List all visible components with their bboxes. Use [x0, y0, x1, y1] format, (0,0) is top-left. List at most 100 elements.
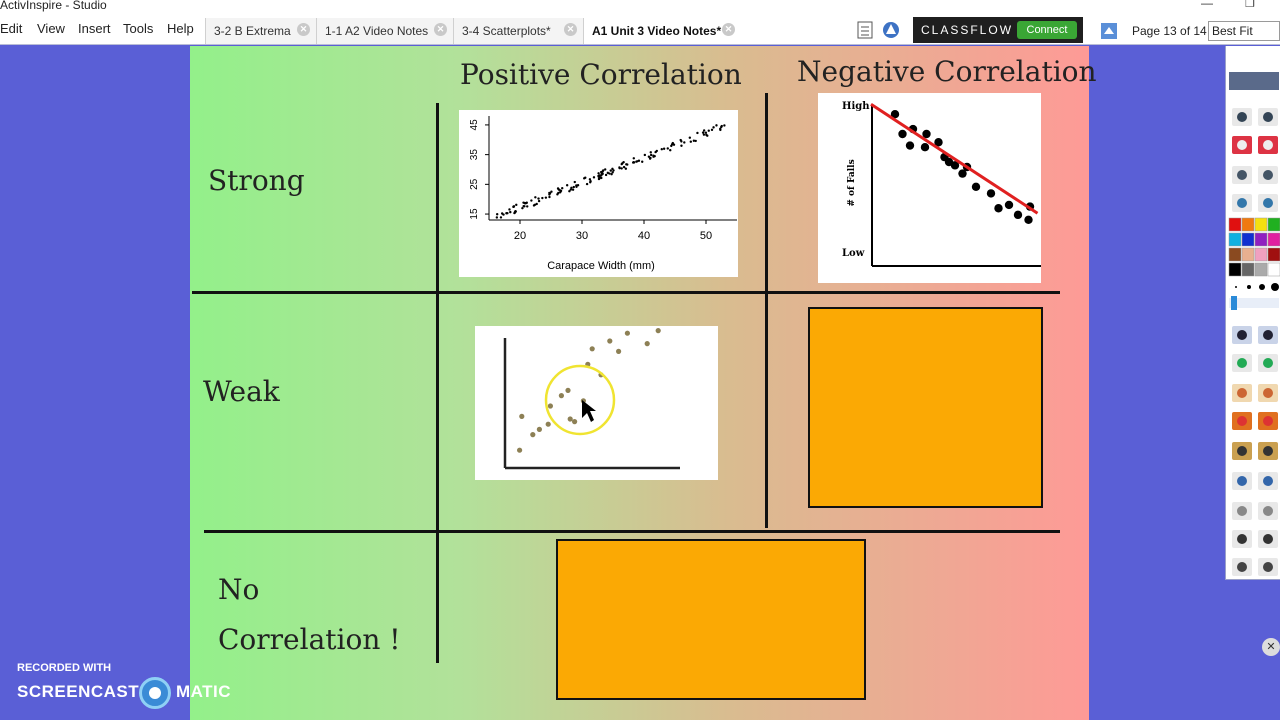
data-point: [597, 177, 601, 181]
data-point: [701, 131, 705, 134]
data-point: [548, 193, 551, 196]
x-axis-label: Carapace Width (mm): [547, 260, 655, 272]
data-point: [600, 176, 603, 180]
data-point: [530, 432, 536, 438]
data-point: [666, 147, 669, 150]
data-point: [525, 201, 528, 205]
data-point: [641, 160, 644, 163]
zoom-select[interactable]: Best Fit: [1208, 21, 1280, 41]
tab-label: 1-1 A2 Video Notes: [325, 24, 429, 38]
close-tab-icon[interactable]: ✕: [722, 23, 735, 36]
data-point: [572, 185, 576, 189]
color-swatch: [1267, 247, 1280, 262]
data-point: [644, 341, 650, 347]
strong-positive-chart[interactable]: 20 30 40 50 15 25 35 45 Carapace Width (mm): [459, 110, 738, 277]
menu-edit[interactable]: Edit: [0, 21, 23, 36]
highlight-circle: [544, 364, 616, 436]
color-swatch: [1267, 262, 1280, 277]
close-tab-icon[interactable]: ✕: [434, 23, 447, 36]
data-point: [643, 153, 647, 157]
x-tick-label: 20: [514, 230, 526, 242]
tab-label: 3-2 B Extrema: [214, 24, 291, 38]
data-point: [655, 328, 661, 334]
tab-label: A1 Unit 3 Video Notes*: [592, 24, 722, 38]
grid-vertical-line-2: [765, 93, 768, 528]
data-point: [706, 134, 709, 137]
data-point: [601, 172, 604, 176]
mouse-cursor-icon: [582, 400, 596, 422]
tool-icon-glyph: [1237, 446, 1247, 456]
y-high-label: High: [842, 101, 870, 112]
restore-icon[interactable]: ❐: [1245, 0, 1255, 10]
tab-1-1-a2-video-notes[interactable]: 1-1 A2 Video Notes ✕: [316, 18, 453, 44]
color-swatch: [1241, 247, 1255, 262]
classflow-connect-button[interactable]: Connect: [1017, 21, 1077, 39]
color-swatch: [1228, 247, 1242, 262]
data-point: [589, 180, 592, 183]
data-point: [589, 346, 595, 352]
data-point: [632, 157, 636, 160]
data-point: [599, 170, 603, 174]
color-swatch: [1228, 217, 1242, 232]
menu-help[interactable]: Help: [167, 21, 194, 36]
data-point: [604, 168, 607, 171]
close-tab-icon[interactable]: ✕: [564, 23, 577, 36]
tab-3-4-scatterplots[interactable]: 3-4 Scatterplots* ✕: [453, 18, 583, 44]
data-point: [592, 176, 596, 179]
tool-icon-glyph: [1237, 198, 1247, 208]
no-correlation-orange-box[interactable]: [556, 539, 866, 700]
data-point: [585, 182, 589, 186]
page-notes-icon[interactable]: [857, 21, 873, 39]
grid-horizontal-line-1: [192, 291, 1060, 294]
color-swatch: [1228, 232, 1242, 247]
data-point: [499, 216, 503, 219]
menu-view[interactable]: View: [37, 21, 65, 36]
data-point: [547, 403, 553, 409]
data-point: [986, 189, 996, 198]
data-point: [653, 154, 656, 158]
tool-icon-glyph: [1237, 506, 1247, 516]
tool-icon-glyph: [1237, 330, 1247, 340]
data-point: [588, 178, 592, 181]
data-point: [523, 205, 526, 208]
strong-negative-chart[interactable]: High Low # of Falls: [818, 93, 1041, 283]
data-point: [569, 188, 573, 191]
activinspire-logo-icon[interactable]: [882, 21, 900, 39]
data-point: [680, 144, 683, 147]
page-indicator: Page 13 of 14: [1132, 24, 1207, 38]
weak-positive-chart[interactable]: [475, 326, 718, 480]
dashboard-icon[interactable]: [1100, 22, 1118, 40]
data-point: [548, 195, 551, 199]
data-point: [712, 126, 715, 129]
tool-icon-glyph: [1237, 388, 1247, 398]
data-point: [635, 160, 638, 163]
data-point: [506, 211, 509, 215]
data-point: [559, 191, 562, 194]
tools-toolbox: [1225, 46, 1280, 580]
minimize-icon[interactable]: —: [1201, 0, 1213, 10]
y-tick-label: 25: [469, 178, 480, 190]
data-point: [519, 413, 525, 419]
tab-a1-unit-3-video-notes[interactable]: A1 Unit 3 Video Notes* ✕: [583, 18, 741, 44]
tab-3-2-b-extrema[interactable]: 3-2 B Extrema ✕: [205, 18, 316, 44]
pen-width-dot: [1271, 283, 1279, 291]
menu-tools[interactable]: Tools: [123, 21, 154, 36]
data-point: [597, 172, 600, 175]
close-tab-icon[interactable]: ✕: [297, 23, 310, 36]
data-point: [521, 206, 524, 210]
data-point: [688, 136, 692, 139]
y-low-label: Low: [842, 248, 865, 259]
screencast-o-matic-logo-icon: [139, 677, 171, 709]
data-point: [625, 163, 628, 166]
weak-negative-orange-box[interactable]: [808, 307, 1043, 508]
data-point: [696, 131, 699, 135]
tool-icon-glyph: [1237, 358, 1247, 368]
window-titlebar: ActivInspire - Studio — ❐: [0, 0, 1280, 14]
tool-icon-glyph: [1263, 416, 1273, 426]
data-point: [616, 348, 622, 354]
row-label-correlation: Correlation !: [218, 623, 401, 656]
data-point: [920, 143, 930, 152]
data-point: [509, 210, 512, 214]
menu-insert[interactable]: Insert: [78, 21, 111, 36]
trash-icon[interactable]: ✕: [1262, 638, 1280, 656]
